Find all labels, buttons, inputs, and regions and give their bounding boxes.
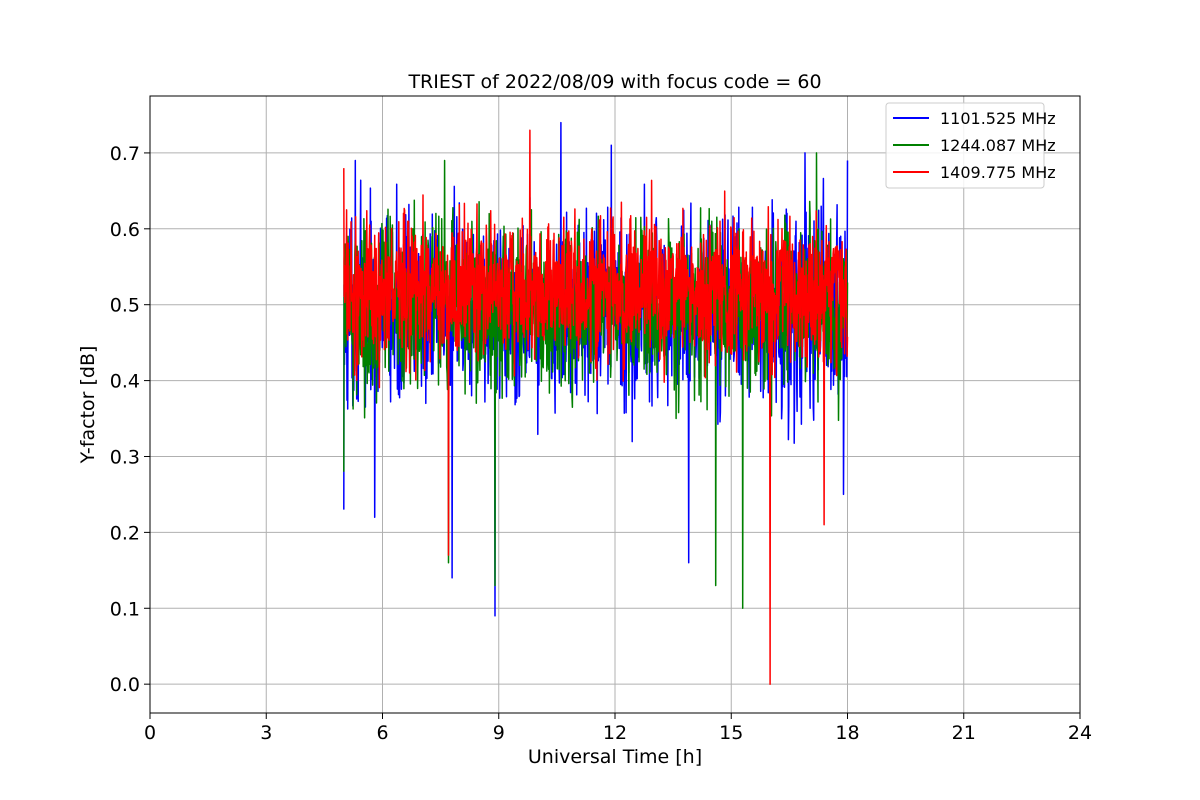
x-tick-label: 18 (835, 722, 859, 744)
x-tick-label: 21 (952, 722, 976, 744)
series-layer (343, 121, 849, 685)
x-tick-label: 0 (144, 722, 156, 744)
x-axis: 0 3 6 9 12 15 18 21 24 (144, 713, 1092, 744)
legend: 1101.525 MHz 1244.087 MHz 1409.775 MHz (885, 102, 1056, 189)
x-axis-label: Universal Time [h] (528, 746, 702, 768)
series-line-1409-775 (343, 129, 849, 685)
y-tick-label: 0.4 (110, 371, 140, 393)
y-tick-label: 0.1 (110, 598, 140, 620)
y-tick-label: 0.0 (110, 674, 140, 696)
legend-label-1409: 1409.775 MHz (940, 163, 1056, 182)
chart-title: TRIEST of 2022/08/09 with focus code = 6… (407, 71, 821, 93)
x-tick-label: 15 (719, 722, 743, 744)
x-tick-label: 12 (603, 722, 627, 744)
x-tick-label: 6 (376, 722, 388, 744)
x-tick-label: 24 (1068, 722, 1092, 744)
legend-label-1101: 1101.525 MHz (940, 109, 1056, 128)
y-axis-label: Y-factor [dB] (77, 346, 99, 465)
x-tick-label: 3 (260, 722, 272, 744)
y-tick-label: 0.2 (110, 522, 140, 544)
y-tick-label: 0.3 (110, 446, 140, 468)
y-axis: 0.0 0.1 0.2 0.3 0.4 0.5 0.6 0.7 (110, 143, 150, 696)
y-tick-label: 0.5 (110, 295, 140, 317)
y-tick-label: 0.7 (110, 143, 140, 165)
legend-box (885, 102, 1045, 189)
legend-label-1244: 1244.087 MHz (940, 136, 1056, 155)
y-tick-label: 0.6 (110, 219, 140, 241)
x-tick-label: 9 (493, 722, 505, 744)
